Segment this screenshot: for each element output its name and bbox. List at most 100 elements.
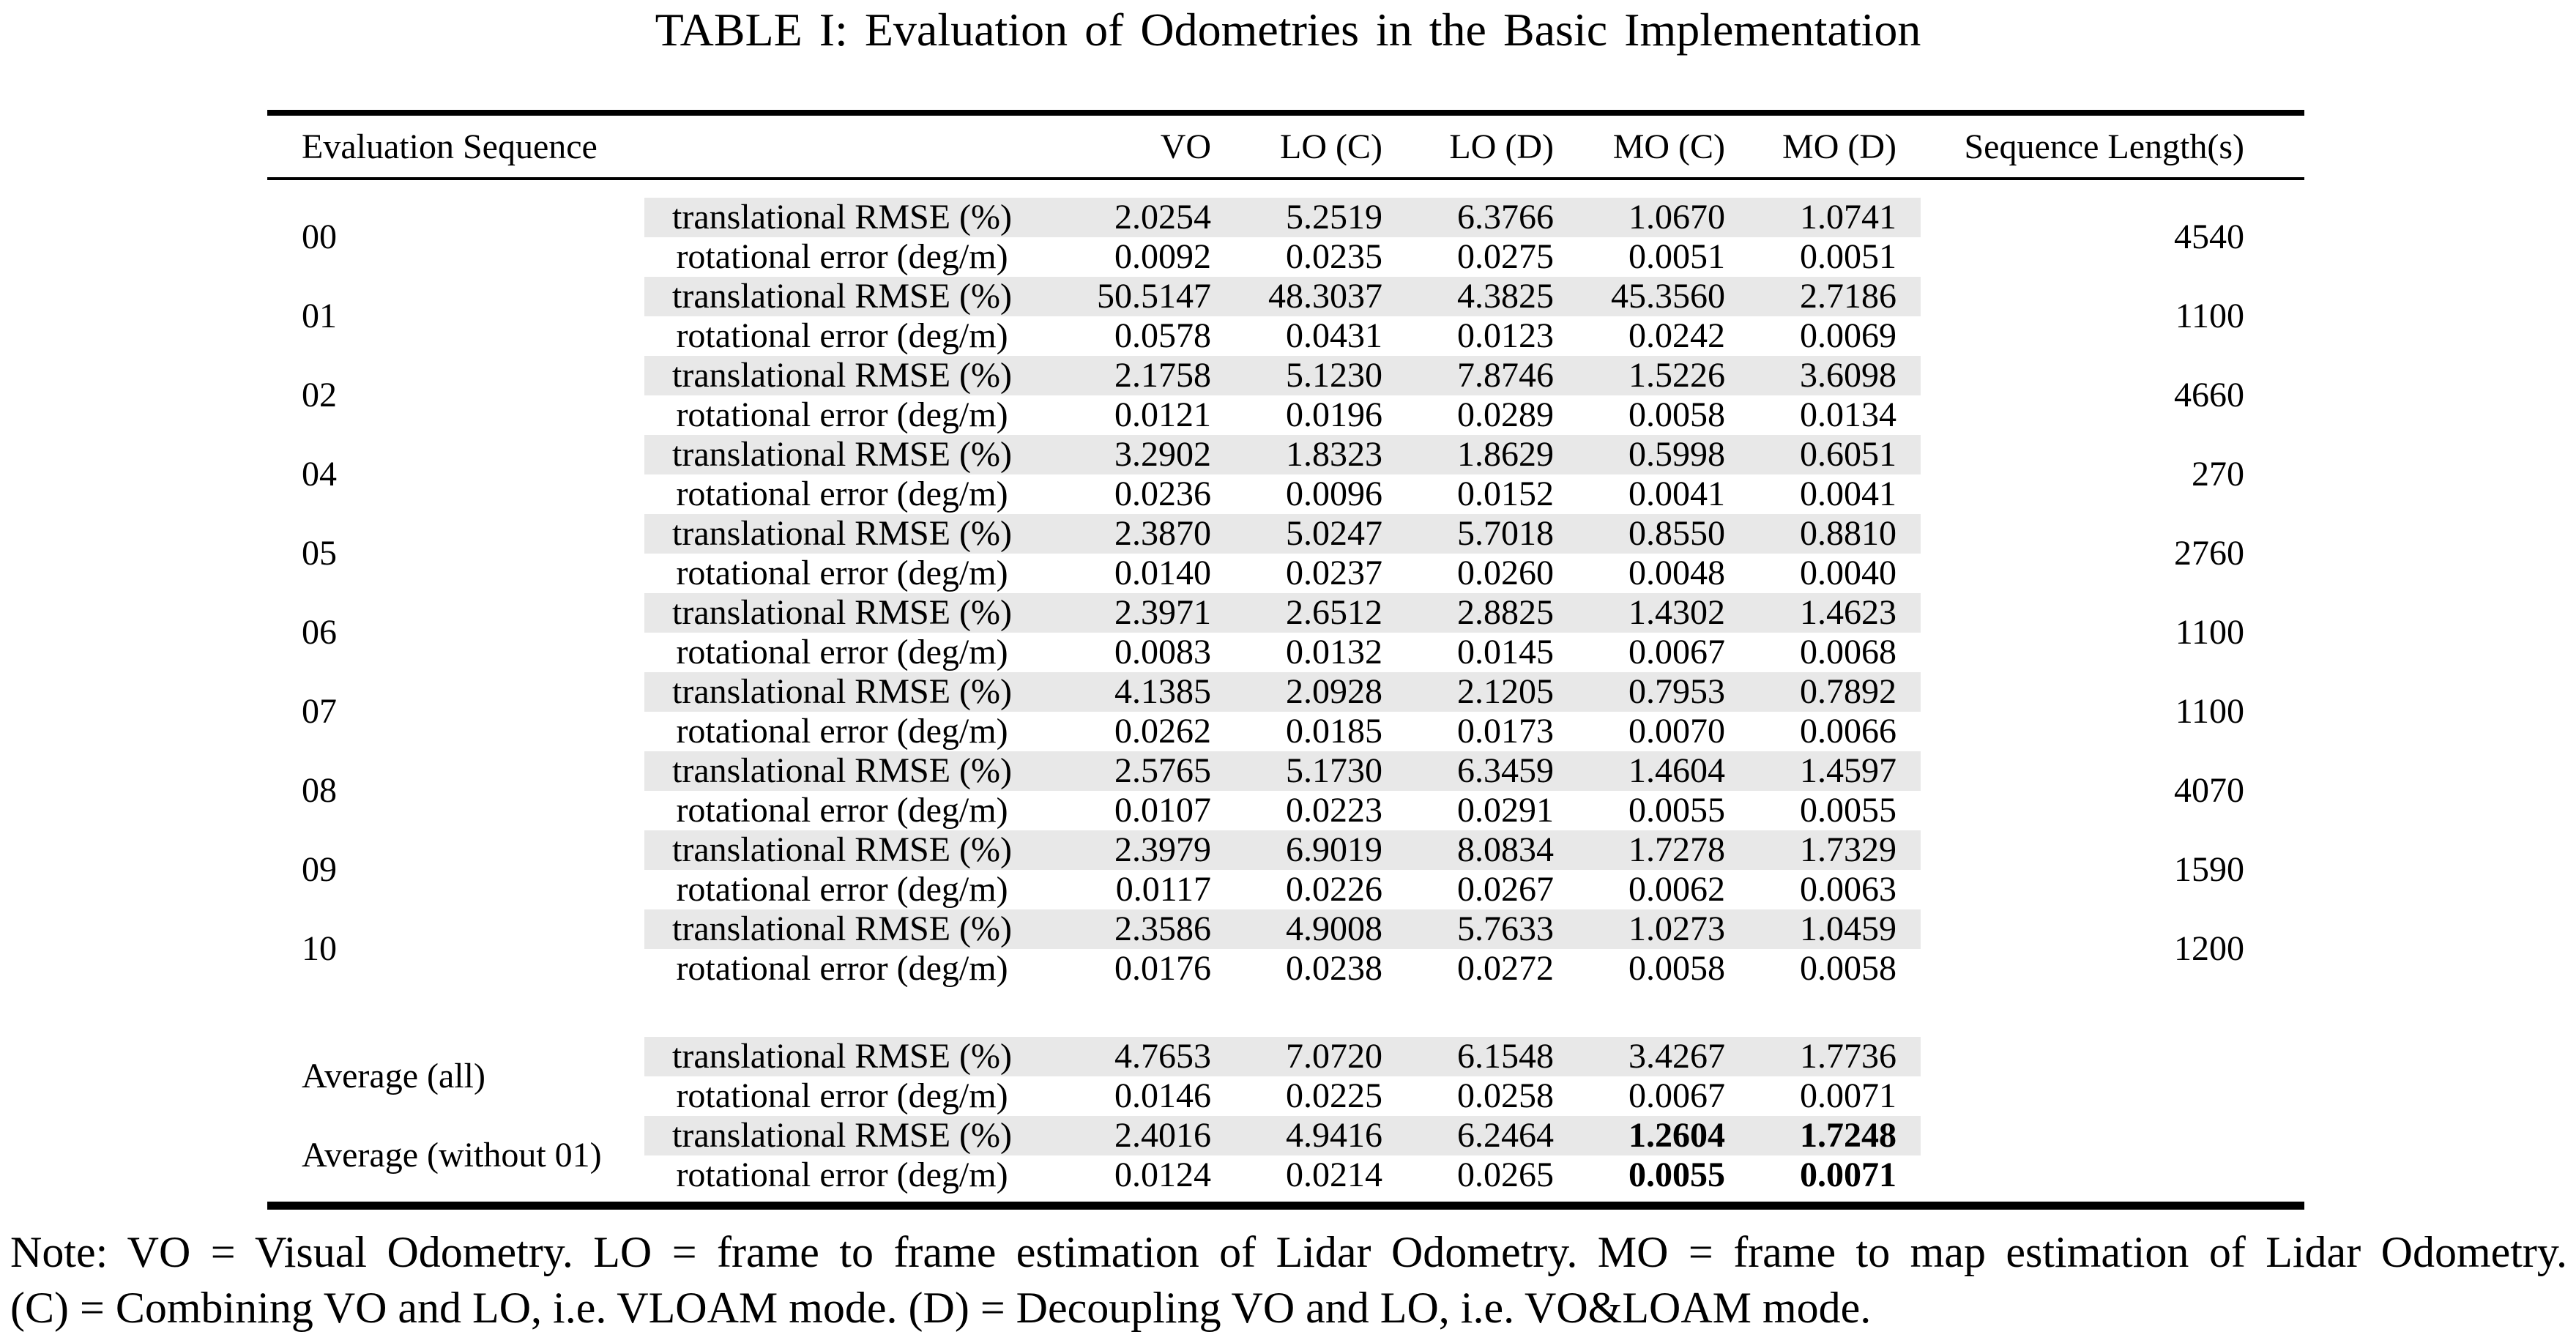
value-cell: 0.5998 [1554, 435, 1726, 474]
table-row: rotational error (deg/m) 0.0121 0.0196 0.02… [267, 395, 2304, 435]
value-cell: 0.0041 [1800, 474, 1897, 513]
value-cell: 6.3459 [1382, 751, 1555, 791]
sequence-length-cell [1921, 1037, 2304, 1116]
sequence-length-cell: 1100 [2175, 297, 2245, 335]
value-cell: 50.5147 [1040, 277, 1212, 316]
sequence-length-cell: 1200 [2174, 929, 2245, 968]
value-cell: 6.2464 [1382, 1116, 1555, 1155]
value-cell: 0.0223 [1286, 791, 1383, 830]
metric-label-cell: rotational error (deg/m) [676, 237, 1008, 276]
table-row: rotational error (deg/m) 0.0117 0.0226 0.02… [267, 870, 2304, 909]
value-cell: 2.1758 [1040, 356, 1212, 395]
value-cell: 4.1385 [1040, 672, 1212, 712]
value-cell: 0.0058 [1800, 949, 1897, 988]
value-cell: 4.9008 [1211, 909, 1383, 949]
sequence-length-cell: 1100 [2175, 692, 2245, 731]
value-cell: 0.0067 [1628, 633, 1726, 671]
bottom-gap-row-cell [267, 1195, 2304, 1205]
value-cell: 1.4604 [1554, 751, 1726, 791]
metric-label-cell: translational RMSE (%) [644, 909, 1041, 949]
col-header-lo-c: LO (C) [1211, 113, 1383, 180]
table-row: 01 translational RMSE (%) 50.5147 48.3037 4.… [267, 277, 2304, 335]
value-cell: 0.8810 [1725, 514, 1921, 554]
value-cell: 0.0132 [1286, 633, 1383, 671]
value-cell: 1.8629 [1382, 435, 1555, 474]
header-gap-row [267, 179, 2304, 198]
value-cell: 0.6051 [1725, 435, 1921, 474]
table-row: 00 translational RMSE (%) 2.0254 5.2519 6.37… [267, 198, 2304, 256]
value-cell: 0.0066 [1800, 712, 1897, 751]
sequence-id-cell: 04 [302, 455, 337, 494]
value-cell: 0.0265 [1457, 1155, 1555, 1194]
value-cell: 0.0041 [1628, 474, 1726, 513]
value-cell: 1.0670 [1554, 198, 1726, 237]
table-header-row: Evaluation Sequence VO LO (C) LO (D) MO … [267, 113, 2305, 180]
header-gap-row-cell [267, 179, 2304, 198]
sequence-length-cell: 2760 [2174, 534, 2245, 573]
value-cell: 1.4302 [1554, 593, 1726, 633]
metric-label-cell: translational RMSE (%) [644, 356, 1041, 395]
value-cell: 2.0928 [1211, 672, 1383, 712]
value-cell: 45.3560 [1554, 277, 1726, 316]
value-cell: 5.1730 [1211, 751, 1383, 791]
value-cell: 0.0058 [1628, 395, 1726, 434]
value-cell: 5.0247 [1211, 514, 1383, 554]
value-cell: 0.0121 [1114, 395, 1212, 434]
value-cell: 48.3037 [1211, 277, 1383, 316]
value-cell: 0.0069 [1800, 316, 1897, 355]
bottom-gap-row [267, 1195, 2304, 1205]
value-cell: 0.0272 [1457, 949, 1555, 988]
value-cell: 2.3870 [1040, 514, 1212, 554]
col-header-evaluation-sequence: Evaluation Sequence [267, 113, 1041, 180]
value-cell: 2.4016 [1040, 1116, 1212, 1155]
value-cell: 0.0262 [1114, 712, 1212, 751]
value-cell: 0.0051 [1800, 237, 1897, 276]
metric-label-cell: rotational error (deg/m) [676, 474, 1008, 513]
table-row: 04 translational RMSE (%) 3.2902 1.8323 1.86… [267, 435, 2304, 494]
value-cell: 7.0720 [1211, 1037, 1383, 1076]
value-cell: 5.7018 [1382, 514, 1555, 554]
sequence-id-cell: 06 [302, 613, 337, 652]
metric-label-cell: translational RMSE (%) [644, 435, 1041, 474]
evaluation-table: Evaluation Sequence VO LO (C) LO (D) MO … [267, 110, 2305, 1210]
value-cell: 3.2902 [1040, 435, 1212, 474]
metric-label-cell: translational RMSE (%) [644, 672, 1041, 712]
value-cell: 0.0578 [1114, 316, 1212, 355]
value-cell: 0.0237 [1286, 554, 1383, 592]
value-cell: 0.0275 [1457, 237, 1555, 276]
value-cell: 4.3825 [1382, 277, 1555, 316]
value-cell: 1.7329 [1725, 830, 1921, 870]
table-row: 05 translational RMSE (%) 2.3870 5.0247 5.70… [267, 514, 2304, 573]
value-cell: 8.0834 [1382, 830, 1555, 870]
sequence-id-cell: Average (without 01) [302, 1136, 602, 1175]
value-cell: 2.1205 [1382, 672, 1555, 712]
value-cell: 0.0068 [1800, 633, 1897, 671]
value-cell: 0.0140 [1114, 554, 1212, 592]
metric-label-cell: rotational error (deg/m) [676, 1076, 1008, 1115]
metric-label-cell: rotational error (deg/m) [676, 554, 1008, 592]
value-cell: 0.0055 [1628, 1155, 1726, 1194]
table-body: 00 translational RMSE (%) 2.0254 5.2519 6.37… [267, 179, 2304, 1205]
table-row: rotational error (deg/m) 0.0176 0.0238 0.02… [267, 949, 2304, 989]
sequence-length-cell: 4660 [2174, 376, 2245, 414]
value-cell: 1.4623 [1725, 593, 1921, 633]
section-spacer-row [267, 989, 2304, 1037]
metric-label-cell: rotational error (deg/m) [676, 791, 1008, 830]
value-cell: 4.7653 [1040, 1037, 1212, 1076]
value-cell: 1.8323 [1211, 435, 1383, 474]
value-cell: 0.0226 [1286, 870, 1383, 909]
table-row: rotational error (deg/m) 0.0140 0.0237 0.02… [267, 554, 2304, 593]
value-cell: 5.2519 [1211, 198, 1383, 237]
value-cell: 0.0040 [1800, 554, 1897, 592]
value-cell: 0.0055 [1800, 791, 1897, 830]
sequence-length-cell: 1590 [2174, 850, 2245, 889]
table-row: 08 translational RMSE (%) 2.5765 5.1730 6.34… [267, 751, 2304, 810]
table-row: rotational error (deg/m) 0.0124 0.0214 0.02… [267, 1155, 2304, 1195]
value-cell: 6.9019 [1211, 830, 1383, 870]
metric-label-cell: rotational error (deg/m) [676, 395, 1008, 434]
value-cell: 4.9416 [1211, 1116, 1383, 1155]
value-cell: 0.0185 [1286, 712, 1383, 751]
value-cell: 3.4267 [1554, 1037, 1726, 1076]
value-cell: 0.0214 [1286, 1155, 1383, 1194]
value-cell: 0.0117 [1115, 870, 1212, 909]
